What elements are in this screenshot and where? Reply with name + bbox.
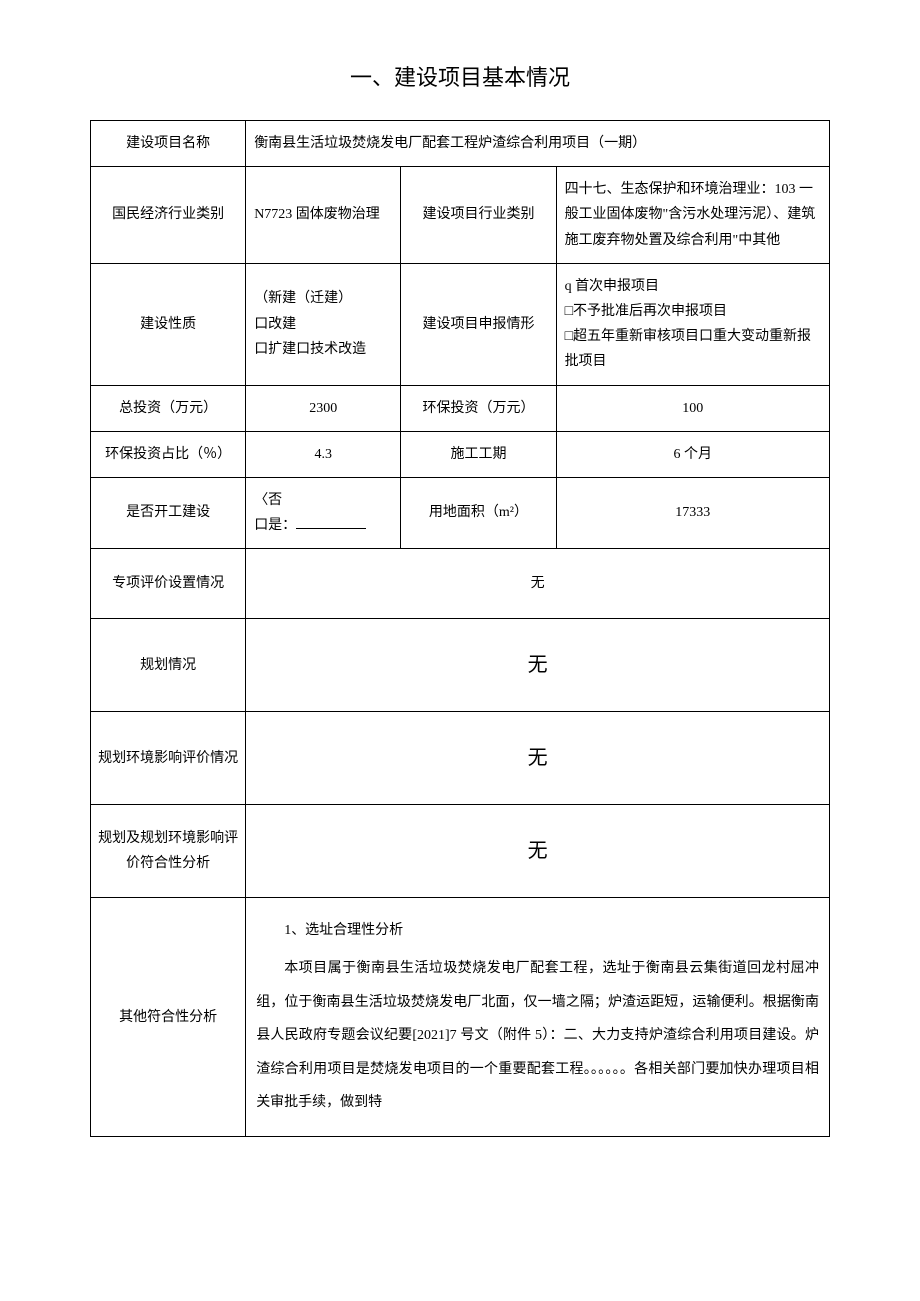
label-planenv: 规划环境影响评价情况	[91, 712, 246, 805]
label-invest-1: 总投资（万元）	[91, 385, 246, 431]
value-invest-1: 2300	[246, 385, 401, 431]
analysis-body: 本项目属于衡南县生活垃圾焚烧发电厂配套工程，选址于衡南县云集街道回龙村屈冲组，位…	[256, 952, 819, 1120]
label-ratio-2: 施工工期	[401, 431, 556, 477]
table-row: 建设项目名称 衡南县生活垃圾焚烧发电厂配套工程炉渣综合利用项目（一期）	[91, 121, 830, 167]
table-row: 建设性质 （新建（迁建） 口改建 口扩建口技术改造 建设项目申报情形 q 首次申…	[91, 263, 830, 385]
started-line1: 〈否	[254, 493, 282, 508]
started-line2: 口是：	[254, 518, 296, 533]
label-project-name: 建设项目名称	[91, 121, 246, 167]
value-industry-2: 四十七、生态保护和环境治理业：103 一般工业固体废物"含污水处理污泥）、建筑施…	[556, 167, 829, 264]
table-row: 其他符合性分析 1、选址合理性分析 本项目属于衡南县生活垃圾焚烧发电厂配套工程，…	[91, 898, 830, 1137]
blank-underline	[296, 514, 366, 529]
value-industry-1: N7723 固体废物治理	[246, 167, 401, 264]
label-invest-2: 环保投资（万元）	[401, 385, 556, 431]
document-title: 一、建设项目基本情况	[90, 60, 830, 92]
value-ratio-2: 6 个月	[556, 431, 829, 477]
declare-line3: □超五年重新审核项目口重大变动重新报批项目	[565, 329, 811, 369]
value-other: 1、选址合理性分析 本项目属于衡南县生活垃圾焚烧发电厂配套工程，选址于衡南县云集…	[246, 898, 830, 1137]
value-nature-2: q 首次申报项目 □不予批准后再次申报项目 □超五年重新审核项目口重大变动重新报…	[556, 263, 829, 385]
table-row: 总投资（万元） 2300 环保投资（万元） 100	[91, 385, 830, 431]
analysis-heading: 1、选址合理性分析	[256, 914, 819, 948]
label-nature-1: 建设性质	[91, 263, 246, 385]
label-started-1: 是否开工建设	[91, 477, 246, 548]
value-planconform: 无	[246, 805, 830, 898]
value-invest-2: 100	[556, 385, 829, 431]
value-project-name: 衡南县生活垃圾焚烧发电厂配套工程炉渣综合利用项目（一期）	[246, 121, 830, 167]
value-ratio-1: 4.3	[246, 431, 401, 477]
label-nature-2: 建设项目申报情形	[401, 263, 556, 385]
label-industry-2: 建设项目行业类别	[401, 167, 556, 264]
label-special: 专项评价设置情况	[91, 549, 246, 619]
value-special: 无	[246, 549, 830, 619]
label-planning: 规划情况	[91, 619, 246, 712]
value-planenv: 无	[246, 712, 830, 805]
declare-line1: q 首次申报项目	[565, 279, 660, 294]
table-row: 规划环境影响评价情况 无	[91, 712, 830, 805]
project-info-table: 建设项目名称 衡南县生活垃圾焚烧发电厂配套工程炉渣综合利用项目（一期） 国民经济…	[90, 120, 830, 1137]
value-nature-1: （新建（迁建） 口改建 口扩建口技术改造	[246, 263, 401, 385]
nature-line1: （新建（迁建）	[254, 291, 352, 306]
table-row: 是否开工建设 〈否 口是： 用地面积（m²） 17333	[91, 477, 830, 548]
table-row: 国民经济行业类别 N7723 固体废物治理 建设项目行业类别 四十七、生态保护和…	[91, 167, 830, 264]
nature-line2: 口改建	[254, 317, 296, 332]
label-started-2: 用地面积（m²）	[401, 477, 556, 548]
declare-line2: □不予批准后再次申报项目	[565, 304, 727, 319]
table-row: 规划及规划环境影响评价符合性分析 无	[91, 805, 830, 898]
table-row: 环保投资占比（％） 4.3 施工工期 6 个月	[91, 431, 830, 477]
label-industry-1: 国民经济行业类别	[91, 167, 246, 264]
label-other: 其他符合性分析	[91, 898, 246, 1137]
table-row: 规划情况 无	[91, 619, 830, 712]
table-row: 专项评价设置情况 无	[91, 549, 830, 619]
value-planning: 无	[246, 619, 830, 712]
label-ratio-1: 环保投资占比（％）	[91, 431, 246, 477]
nature-line3: 口扩建口技术改造	[254, 342, 366, 357]
value-started-1: 〈否 口是：	[246, 477, 401, 548]
label-planconform: 规划及规划环境影响评价符合性分析	[91, 805, 246, 898]
value-started-2: 17333	[556, 477, 829, 548]
